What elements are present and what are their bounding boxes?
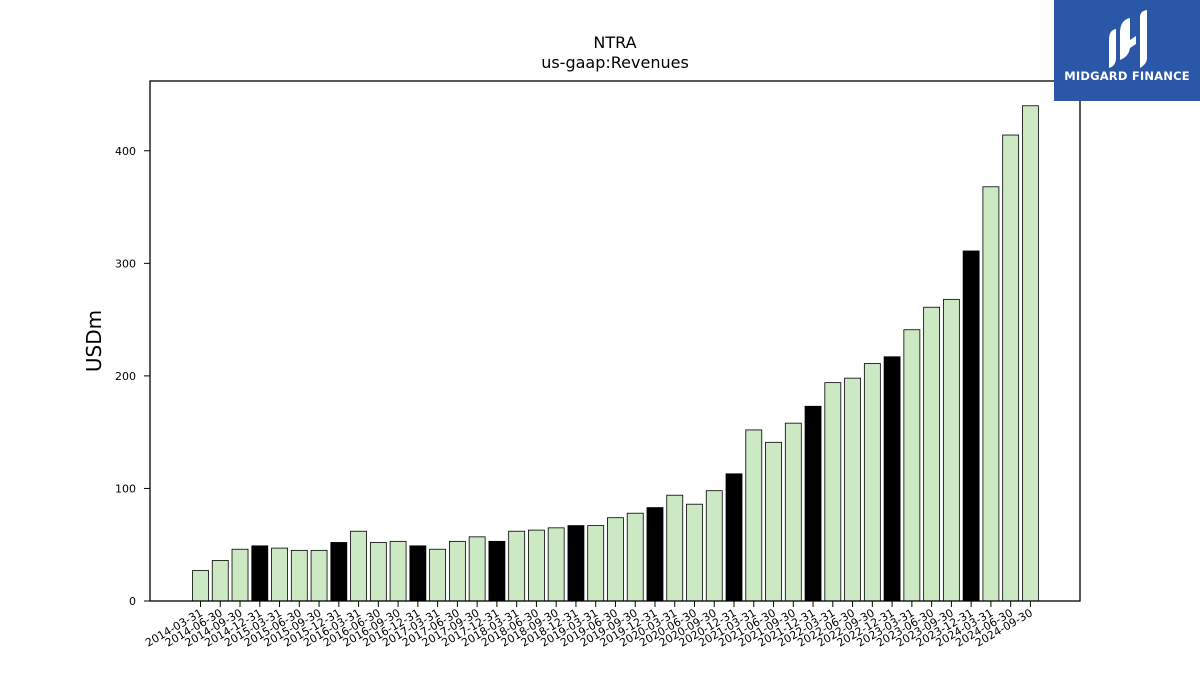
bar-2015-12-31 [330,542,348,602]
bar-2018-12-31 [567,525,585,602]
y-tick-label: 0 [129,595,136,608]
bar-2022-09-30 [863,363,881,602]
bar-2019-03-31 [587,525,605,602]
bar-2022-03-31 [824,382,842,602]
bar-2018-06-30 [528,529,545,602]
bar-2024-03-31 [982,186,1000,602]
bar-2021-03-31 [745,429,763,602]
bar-2021-09-30 [784,422,802,602]
bar-2022-06-30 [844,377,861,602]
plot-frame [149,80,1081,602]
bar-2023-03-31 [903,329,921,602]
chart-title: NTRA [593,33,636,52]
y-tick-label: 400 [115,145,136,158]
bar-2024-09-30 [1022,105,1039,602]
bar-2015-03-31 [271,547,288,602]
bar-2015-09-30 [310,549,328,602]
bar-2016-06-30 [369,542,387,602]
midgard-finance-logo: MIDGARD FINANCE [1054,0,1200,101]
bars-group [192,105,1039,602]
bar-2014-06-30 [211,560,229,602]
bar-2020-06-30 [686,503,703,602]
y-tick-label: 100 [115,482,136,495]
bar-2018-03-31 [508,530,526,602]
bar-2020-12-31 [725,473,743,602]
bar-2014-03-31 [192,570,209,602]
bar-2019-12-31 [646,507,664,602]
bar-2020-03-31 [666,494,684,602]
bar-2022-12-31 [883,356,901,602]
bar-2014-12-31 [251,545,269,602]
logo-text: MIDGARD FINANCE [1064,69,1190,83]
bar-2017-09-30 [468,536,486,602]
y-ticks-group: 0 100 200 300 400 [115,145,150,608]
bar-2023-09-30 [942,298,960,602]
bar-2014-09-30 [231,548,249,602]
bar-2021-12-31 [804,405,822,602]
bar-2023-06-30 [923,306,941,602]
bar-2016-12-31 [409,545,427,602]
bar-2021-06-30 [765,441,782,602]
bar-2016-09-30 [389,540,407,602]
bar-2019-06-30 [607,517,624,602]
bar-2017-06-30 [448,540,466,602]
bar-2015-06-30 [290,549,308,602]
bar-2016-03-31 [350,530,367,602]
x-ticks-group: 2014-03-312014-06-302014-09-302014-12-31… [143,601,1035,650]
bar-2017-03-31 [429,548,447,602]
y-tick-label: 300 [115,257,136,270]
bar-2019-09-30 [626,512,644,602]
bar-2020-09-30 [705,490,723,602]
bar-2023-12-31 [962,250,980,602]
y-tick-label: 200 [115,370,136,383]
y-axis-label: USDm [82,310,106,372]
bar-2018-09-30 [547,527,565,602]
bar-2017-12-31 [488,540,506,602]
midgard-logo-mark-icon [1109,10,1147,68]
bar-2024-06-30 [1002,134,1020,602]
chart-subtitle: us-gaap:Revenues [541,53,689,72]
